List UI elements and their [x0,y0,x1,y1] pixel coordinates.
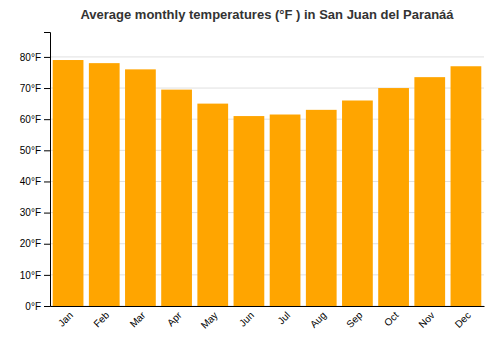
y-tick: 70°F [20,83,50,94]
bar [270,115,301,306]
x-tick-label: Oct [382,309,401,328]
bar [161,90,192,306]
bar [342,101,373,307]
y-tick-mark [44,57,50,58]
grid-line [50,56,484,57]
y-tick-mark [44,88,50,89]
bar [53,60,84,306]
y-axis: 0°F 10°F 20°F 30°F 40°F 50°F 60°F 70°F 80°F [20,33,51,312]
x-tick: Jan [56,306,75,329]
y-tick-mark [44,244,50,245]
y-tick: 10°F [20,270,50,281]
y-tick: 20°F [20,238,50,249]
x-tick-label: Sep [344,309,365,330]
title: Average monthly temperatures (°F ) in Sa… [80,7,454,22]
y-tick: 40°F [20,176,50,187]
x-tick: Nov [416,306,436,330]
y-tick-label: 30°F [20,207,41,218]
bar [234,116,265,306]
y-tick: 80°F [20,52,50,63]
x-tick: Mar [128,306,148,330]
x-tick-label: Mar [128,309,148,329]
x-tick-label: Feb [91,309,111,329]
y-tick: 50°F [20,145,50,156]
x-tick: Dec [453,306,473,330]
x-axis-line [51,306,485,307]
y-tick-mark [44,275,50,276]
y-tick-mark [44,181,50,182]
grid [50,57,484,306]
bar [89,63,120,306]
x-tick: Jun [237,306,256,329]
x-tick-label: Aug [308,310,328,330]
plot: 0°F 10°F 20°F 30°F 40°F 50°F 60°F 70°F 80°F Jan Fe… [20,33,485,331]
y-tick: 30°F [20,207,50,218]
x-tick: Apr [165,306,184,328]
x-tick: May [199,306,220,331]
x-tick: Jul [275,306,292,326]
y-tick-mark [44,306,50,307]
y-tick-label: 60°F [20,114,41,125]
x-tick-label: Dec [453,310,473,330]
bar [125,69,156,306]
y-tick-label: 80°F [20,52,41,63]
bar [306,110,337,306]
bar [378,88,409,306]
y-tick-label: 20°F [20,238,41,249]
y-tick: 60°F [20,114,50,125]
y-tick-mark [44,150,50,151]
x-tick: Aug [308,306,328,330]
x-tick: Oct [382,306,401,328]
y-tick-label: 70°F [20,83,41,94]
bar [414,77,445,306]
x-tick-label: Jan [56,310,75,329]
y-tick-label: 0°F [25,301,41,312]
y-tick-label: 10°F [20,270,41,281]
chart: 0°F 10°F 20°F 30°F 40°F 50°F 60°F 70°F 80°F Jan Fe… [0,0,500,350]
x-tick: Sep [344,306,365,330]
x-tick-label: Nov [416,310,436,330]
y-tick-label: 40°F [20,176,41,187]
bars [53,60,482,306]
y-tick-mark [44,119,50,120]
y-tick-mark [44,213,50,214]
bar [451,66,482,306]
bar [197,104,228,306]
y-tick: 0°F [25,301,50,312]
x-tick-label: Apr [165,309,184,328]
x-axis: Jan Feb Mar Apr May Jun Jul Aug Sep Oct Nov Dec [51,306,485,331]
x-tick-label: Jun [237,310,256,329]
y-tick-label: 50°F [20,145,41,156]
y-axis-line [44,33,51,307]
x-tick: Feb [91,306,111,330]
x-tick-label: Jul [275,310,292,327]
x-tick-label: May [199,310,220,331]
